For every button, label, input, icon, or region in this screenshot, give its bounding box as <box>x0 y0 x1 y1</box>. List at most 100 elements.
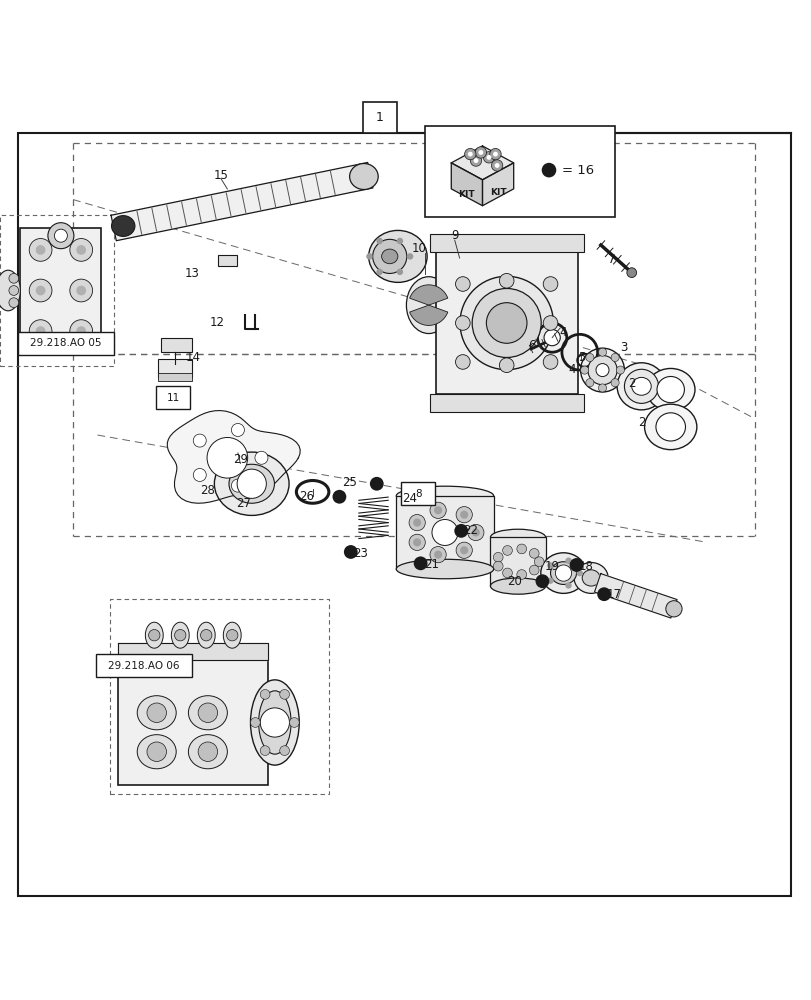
Ellipse shape <box>595 364 608 377</box>
Circle shape <box>598 348 606 356</box>
Text: 1: 1 <box>375 111 384 124</box>
Text: 18: 18 <box>578 560 593 573</box>
Circle shape <box>467 524 483 541</box>
Circle shape <box>413 556 427 570</box>
Ellipse shape <box>644 404 696 450</box>
Circle shape <box>626 268 636 278</box>
Text: 14: 14 <box>186 351 200 364</box>
Ellipse shape <box>250 680 299 765</box>
Ellipse shape <box>406 277 450 334</box>
Text: 5: 5 <box>577 351 585 364</box>
Ellipse shape <box>631 377 650 395</box>
Circle shape <box>493 552 503 562</box>
Ellipse shape <box>587 355 616 385</box>
Circle shape <box>36 286 45 295</box>
Ellipse shape <box>381 249 397 264</box>
Circle shape <box>543 316 557 330</box>
Circle shape <box>473 158 478 163</box>
Circle shape <box>455 316 470 330</box>
Circle shape <box>547 577 553 584</box>
Ellipse shape <box>490 578 545 594</box>
Circle shape <box>464 148 475 160</box>
Circle shape <box>48 223 74 249</box>
Bar <box>429 394 583 412</box>
Ellipse shape <box>0 270 20 311</box>
Circle shape <box>596 587 610 601</box>
Circle shape <box>478 150 483 155</box>
Circle shape <box>200 630 212 641</box>
Circle shape <box>502 568 512 578</box>
Bar <box>18 332 114 355</box>
Ellipse shape <box>616 363 665 410</box>
Circle shape <box>585 379 593 387</box>
Text: 20: 20 <box>507 575 521 588</box>
Bar <box>96 654 191 677</box>
Circle shape <box>611 379 619 387</box>
Bar <box>425 126 615 217</box>
Circle shape <box>489 148 500 160</box>
Circle shape <box>29 239 52 261</box>
Circle shape <box>409 514 425 531</box>
Ellipse shape <box>396 559 493 579</box>
Circle shape <box>70 239 92 261</box>
Circle shape <box>231 479 244 492</box>
Bar <box>396 496 493 569</box>
Circle shape <box>9 298 19 308</box>
Circle shape <box>174 630 186 641</box>
Polygon shape <box>111 162 372 241</box>
Text: 29.218.AO 05: 29.218.AO 05 <box>30 338 101 348</box>
Circle shape <box>226 630 238 641</box>
Circle shape <box>333 490 345 504</box>
Circle shape <box>289 718 299 727</box>
Circle shape <box>564 582 571 589</box>
Circle shape <box>413 538 421 546</box>
Circle shape <box>76 245 86 255</box>
Circle shape <box>76 286 86 295</box>
Circle shape <box>260 708 289 737</box>
Ellipse shape <box>486 303 526 343</box>
Text: 29: 29 <box>233 453 247 466</box>
Circle shape <box>279 746 289 755</box>
Wedge shape <box>410 285 447 305</box>
Text: 8: 8 <box>414 489 421 499</box>
Circle shape <box>9 286 19 295</box>
Circle shape <box>611 353 619 362</box>
Text: 24: 24 <box>401 492 416 505</box>
Bar <box>0 215 114 366</box>
Ellipse shape <box>145 622 163 648</box>
Text: 2: 2 <box>637 416 645 429</box>
Text: = 16: = 16 <box>561 164 594 177</box>
Text: 22: 22 <box>463 524 478 537</box>
Text: 21: 21 <box>424 558 439 571</box>
Ellipse shape <box>258 691 291 754</box>
Text: KIT: KIT <box>489 188 506 197</box>
Bar <box>161 338 191 352</box>
Circle shape <box>547 562 553 569</box>
Circle shape <box>147 742 166 761</box>
Circle shape <box>9 273 19 283</box>
Circle shape <box>343 545 357 559</box>
Polygon shape <box>482 163 513 206</box>
Ellipse shape <box>624 369 658 403</box>
Circle shape <box>207 437 247 478</box>
Circle shape <box>470 155 481 166</box>
Circle shape <box>237 469 266 498</box>
Circle shape <box>260 689 269 699</box>
Circle shape <box>529 548 539 558</box>
Ellipse shape <box>214 452 289 515</box>
Circle shape <box>434 551 442 559</box>
Polygon shape <box>451 163 482 206</box>
Text: 9: 9 <box>450 229 458 242</box>
Ellipse shape <box>137 696 176 730</box>
Circle shape <box>430 547 446 563</box>
Polygon shape <box>118 643 268 660</box>
Circle shape <box>54 229 67 242</box>
Circle shape <box>494 163 499 168</box>
Circle shape <box>471 528 479 537</box>
Circle shape <box>493 561 503 571</box>
Circle shape <box>431 519 457 545</box>
Text: 7: 7 <box>607 253 616 266</box>
Circle shape <box>492 152 497 157</box>
Circle shape <box>564 557 571 564</box>
Text: 26: 26 <box>299 490 314 503</box>
